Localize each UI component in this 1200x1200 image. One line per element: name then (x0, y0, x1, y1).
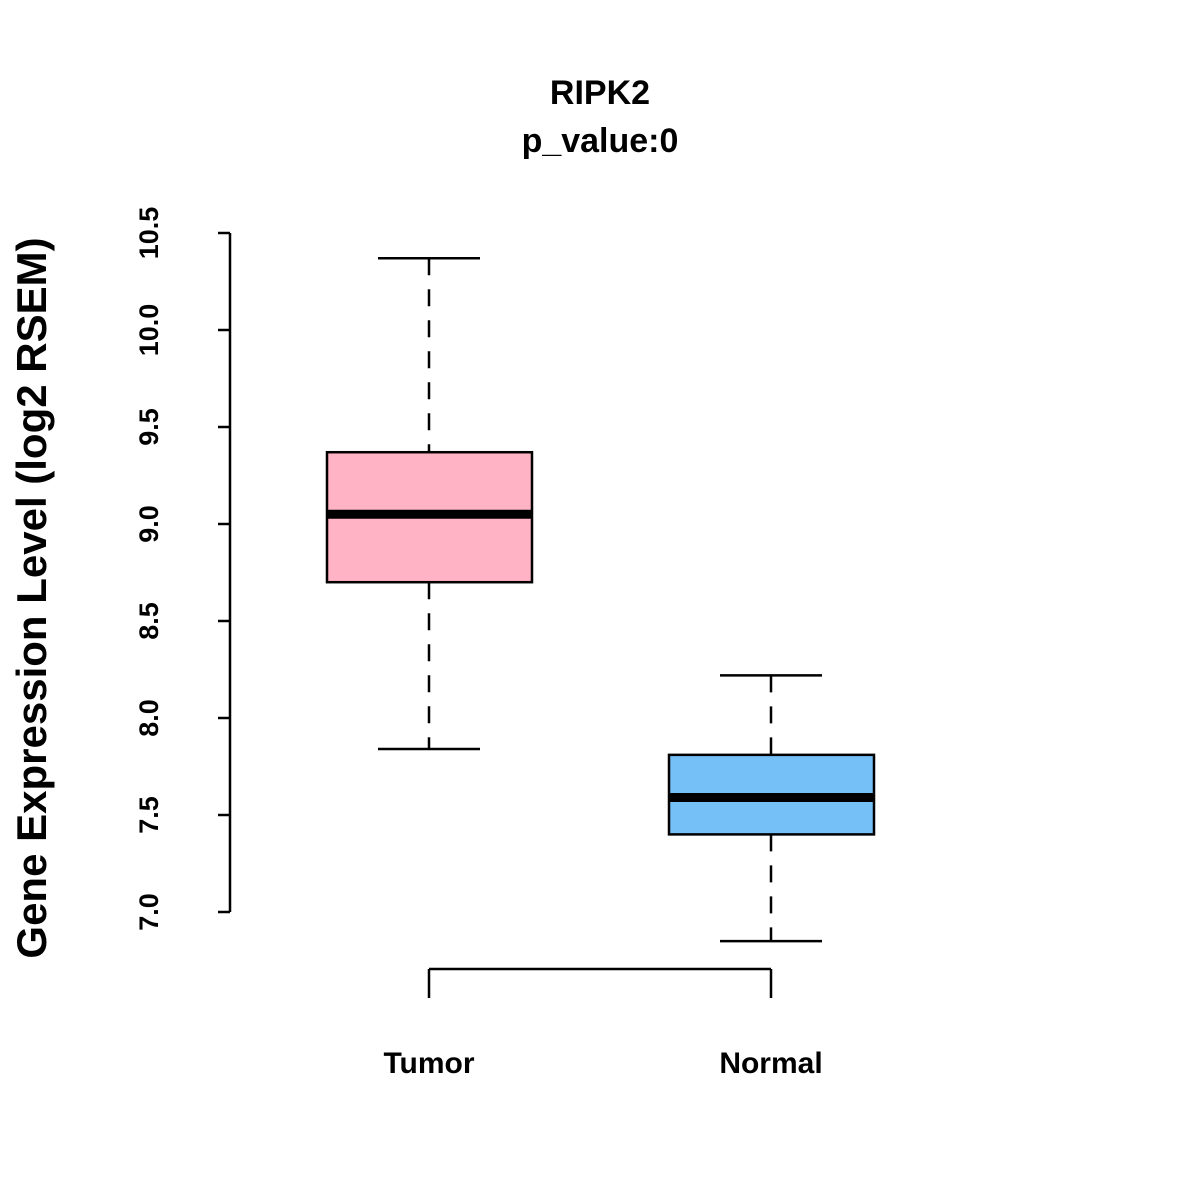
y-axis-label: Gene Expression Level (log2 RSEM) (8, 237, 55, 958)
y-tick-label: 7.0 (134, 893, 164, 931)
y-tick-label: 8.5 (134, 602, 164, 640)
y-tick-label: 7.5 (134, 796, 164, 834)
chart-title: RIPK2 (550, 74, 650, 112)
y-tick-label: 9.5 (134, 408, 164, 446)
x-tick-label: Normal (719, 1047, 822, 1080)
x-axis: Tumor Normal (383, 967, 823, 1080)
y-tick-label: 10.0 (134, 304, 164, 357)
chart-subtitle: p_value:0 (522, 122, 679, 160)
box-tumor (325, 256, 534, 751)
x-tick-label: Tumor (383, 1047, 474, 1080)
y-tick-label: 9.0 (134, 505, 164, 543)
y-tick-label: 8.0 (134, 699, 164, 737)
y-tick-label: 10.5 (134, 207, 164, 260)
boxes (325, 256, 876, 943)
box-normal (667, 674, 876, 943)
y-axis: 7.0 7.5 8.0 8.5 9.0 9.5 10.0 10.5 (134, 207, 232, 931)
